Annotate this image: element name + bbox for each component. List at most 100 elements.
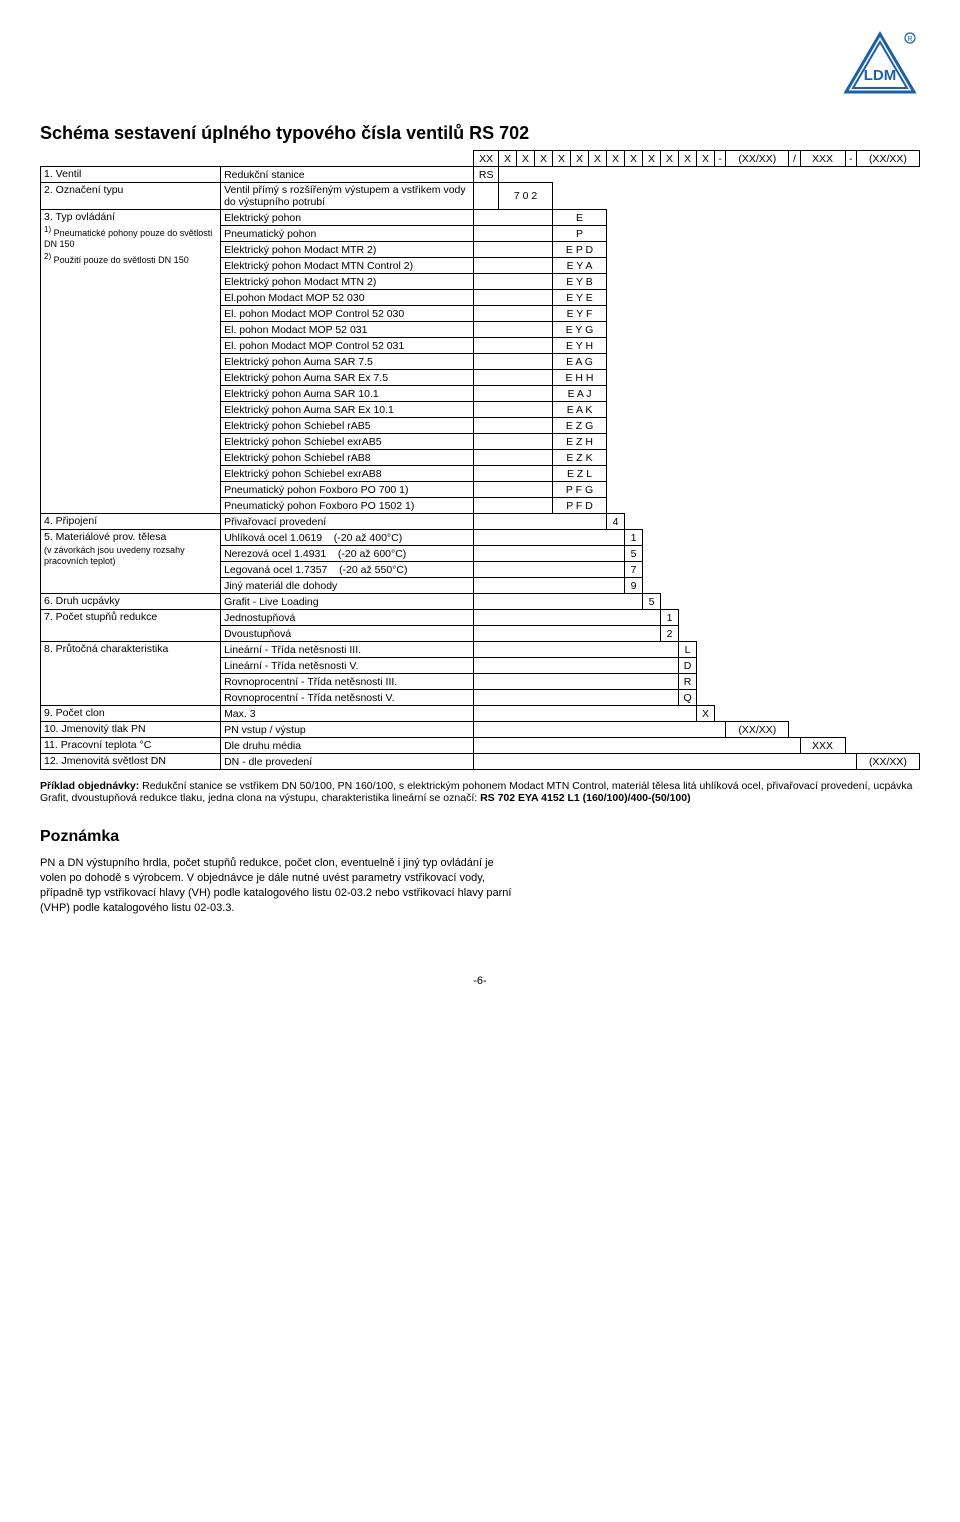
- drive-code: E Y E: [553, 290, 607, 306]
- drive-code: E P D: [553, 242, 607, 258]
- drive-code: E A K: [553, 402, 607, 418]
- row-11-label: 11. Pracovní teplota °C: [41, 738, 221, 754]
- material-code: 7: [625, 562, 643, 578]
- drive-code: E Y A: [553, 258, 607, 274]
- note-heading: Poznámka: [40, 828, 920, 846]
- material-desc: Nerezová ocel 1.4931 (-20 až 600°C): [221, 546, 474, 562]
- example-label: Příklad objednávky:: [40, 780, 139, 792]
- drive-desc: Pneumatický pohon Foxboro PO 1502 1): [221, 498, 474, 514]
- char-code: Q: [679, 690, 697, 706]
- row-9-code: X: [697, 706, 715, 722]
- svg-text:LDM: LDM: [864, 67, 897, 84]
- row-9-desc: Max. 3: [221, 706, 474, 722]
- row-6-code: 5: [643, 594, 661, 610]
- drive-desc: Elektrický pohon Modact MTN Control 2): [221, 258, 474, 274]
- row-7a-code: 1: [661, 610, 679, 626]
- drive-desc: Elektrický pohon Auma SAR Ex 10.1: [221, 402, 474, 418]
- row-7a-desc: Jednostupňová: [221, 610, 474, 626]
- drive-desc: Elektrický pohon Auma SAR Ex 7.5: [221, 370, 474, 386]
- row-10-code: (XX/XX): [726, 722, 789, 738]
- row-1-desc: Redukční stanice: [221, 167, 474, 183]
- row-6-desc: Grafit - Live Loading: [221, 594, 474, 610]
- logo-area: LDM R: [40, 30, 920, 103]
- drive-code: E H H: [553, 370, 607, 386]
- row-10-label: 10. Jmenovitý tlak PN: [41, 722, 221, 738]
- drive-code: E A J: [553, 386, 607, 402]
- char-code: L: [679, 642, 697, 658]
- row-10-desc: PN vstup / výstup: [221, 722, 474, 738]
- row-4-code: 4: [607, 514, 625, 530]
- drive-desc: Elektrický pohon Modact MTN 2): [221, 274, 474, 290]
- drive-code: E Z H: [553, 434, 607, 450]
- drive-code: E Y B: [553, 274, 607, 290]
- drive-desc: Pneumatický pohon Foxboro PO 700 1): [221, 482, 474, 498]
- char-desc: Lineární - Třída netěsnosti V.: [221, 658, 474, 674]
- row-8-label: 8. Průtočná charakteristika: [41, 642, 221, 706]
- drive-code: E Z K: [553, 450, 607, 466]
- drive-desc: Elektrický pohon Auma SAR 10.1: [221, 386, 474, 402]
- drive-desc: El. pohon Modact MOP Control 52 030: [221, 306, 474, 322]
- row-6-label: 6. Druh ucpávky: [41, 594, 221, 610]
- drive-code: P F D: [553, 498, 607, 514]
- char-desc: Rovnoprocentní - Třída netěsnosti III.: [221, 674, 474, 690]
- drive-code: E Y G: [553, 322, 607, 338]
- drive-code: P F G: [553, 482, 607, 498]
- drive-desc: Elektrický pohon Auma SAR 7.5: [221, 354, 474, 370]
- row-11-desc: Dle druhu média: [221, 738, 474, 754]
- drive-desc: El.pohon Modact MOP 52 030: [221, 290, 474, 306]
- row-1-label: 1. Ventil: [41, 167, 221, 183]
- drive-code: E Z G: [553, 418, 607, 434]
- example-code: RS 702 EYA 4152 L1 (160/100)/400-(50/100…: [480, 792, 691, 804]
- drive-code: E A G: [553, 354, 607, 370]
- page-title: Schéma sestavení úplného typového čísla …: [40, 123, 920, 144]
- material-desc: Uhlíková ocel 1.0619 (-20 až 400°C): [221, 530, 474, 546]
- drive-desc: El. pohon Modact MOP 52 031: [221, 322, 474, 338]
- row-12-code: (XX/XX): [856, 754, 919, 770]
- drive-desc: El. pohon Modact MOP Control 52 031: [221, 338, 474, 354]
- row-2-desc: Ventil přímý s rozšířeným výstupem a vst…: [221, 183, 474, 210]
- drive-desc: Elektrický pohon Schiebel rAB8: [221, 450, 474, 466]
- material-code: 1: [625, 530, 643, 546]
- page-footer: -6-: [40, 975, 920, 987]
- char-desc: Rovnoprocentní - Třída netěsnosti V.: [221, 690, 474, 706]
- material-desc: Jiný materiál dle dohody: [221, 578, 474, 594]
- drive-code: E Z L: [553, 466, 607, 482]
- row-3-label: 3. Typ ovládání1) Pneumatické pohony pou…: [41, 210, 221, 514]
- material-code: 5: [625, 546, 643, 562]
- char-code: R: [679, 674, 697, 690]
- example-text: Redukční stanice se vstřikem DN 50/100, …: [40, 780, 912, 804]
- drive-desc: Elektrický pohon Schiebel rAB5: [221, 418, 474, 434]
- char-desc: Lineární - Třída netěsnosti III.: [221, 642, 474, 658]
- row-7b-code: 2: [661, 626, 679, 642]
- drive-code: E Y F: [553, 306, 607, 322]
- material-code: 9: [625, 578, 643, 594]
- svg-text:R: R: [907, 36, 912, 43]
- drive-desc: Pneumatický pohon: [221, 226, 474, 242]
- row-9-label: 9. Počet clon: [41, 706, 221, 722]
- drive-code: E Y H: [553, 338, 607, 354]
- row-2-label: 2. Označení typu: [41, 183, 221, 210]
- spec-table: XXXXXXXXXXXXXX-(XX/XX)/XXX-(XX/XX)1. Ven…: [40, 150, 920, 770]
- row-12-desc: DN - dle provedení: [221, 754, 474, 770]
- drive-desc: Elektrický pohon: [221, 210, 474, 226]
- row-7b-desc: Dvoustupňová: [221, 626, 474, 642]
- hdr-c1: XX: [474, 151, 499, 167]
- drive-code: E: [553, 210, 607, 226]
- ldm-logo: LDM R: [840, 30, 920, 100]
- order-example: Příklad objednávky: Redukční stanice se …: [40, 780, 920, 804]
- row-4-label: 4. Připojení: [41, 514, 221, 530]
- row-12-label: 12. Jmenovitá světlost DN: [41, 754, 221, 770]
- row-7-label: 7. Počet stupňů redukce: [41, 610, 221, 642]
- note-paragraph: PN a DN výstupního hrdla, počet stupňů r…: [40, 856, 520, 915]
- row-1-code: RS: [474, 167, 499, 183]
- row-11-code: XXX: [800, 738, 845, 754]
- row-5-label: 5. Materiálové prov. tělesa(v závorkách …: [41, 530, 221, 594]
- material-desc: Legovaná ocel 1.7357 (-20 až 550°C): [221, 562, 474, 578]
- drive-desc: Elektrický pohon Schiebel exrAB8: [221, 466, 474, 482]
- char-code: D: [679, 658, 697, 674]
- row-4-desc: Přivařovací provedení: [221, 514, 474, 530]
- drive-desc: Elektrický pohon Schiebel exrAB5: [221, 434, 474, 450]
- drive-desc: Elektrický pohon Modact MTR 2): [221, 242, 474, 258]
- drive-code: P: [553, 226, 607, 242]
- row-2-code: 7 0 2: [499, 183, 553, 210]
